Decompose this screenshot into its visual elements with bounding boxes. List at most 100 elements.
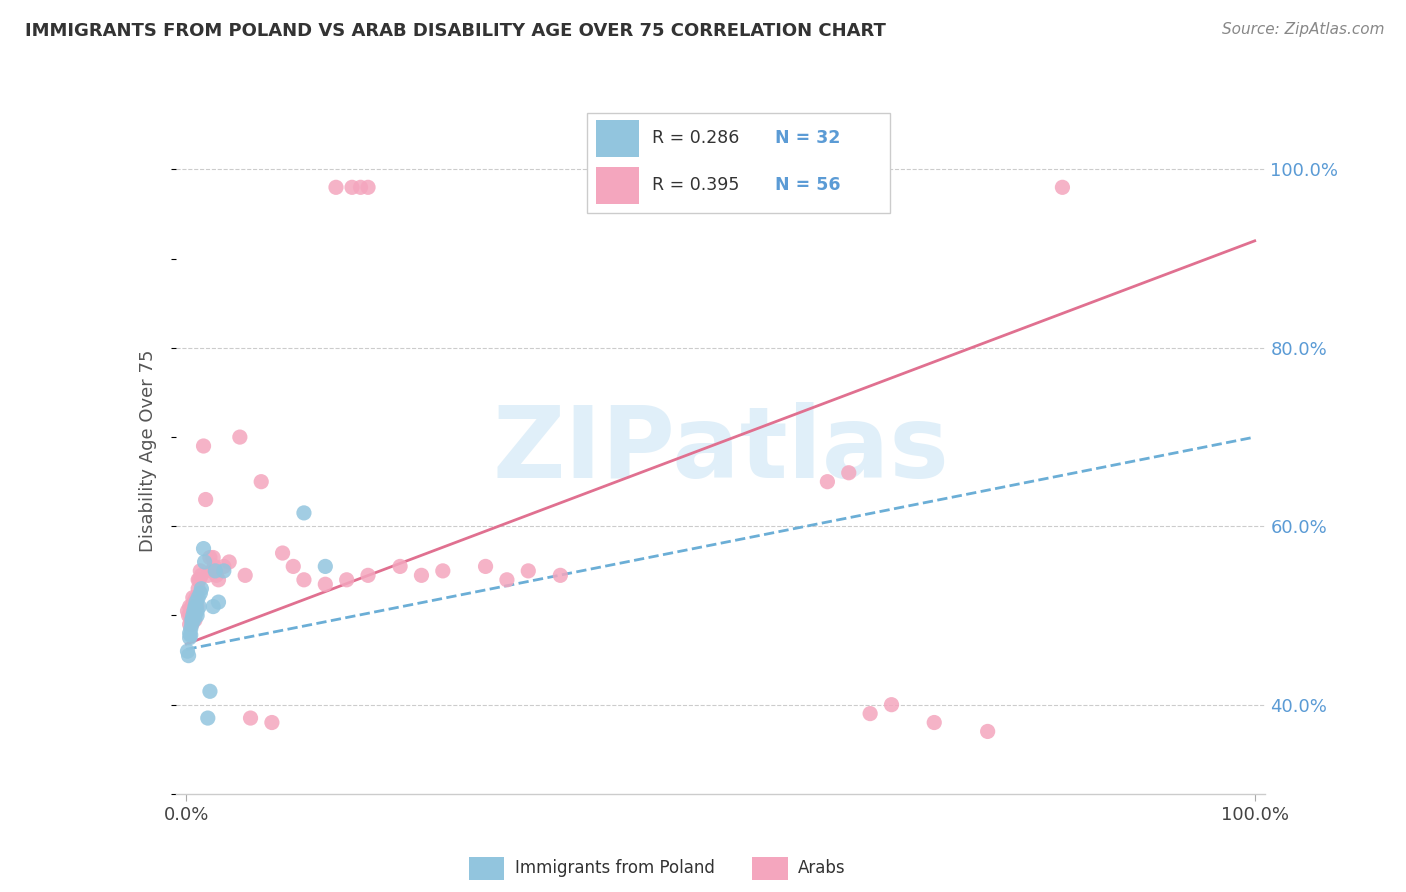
Point <box>517 564 540 578</box>
Point <box>183 595 205 609</box>
Point <box>188 564 211 578</box>
Point <box>1052 180 1074 194</box>
Point <box>314 559 336 574</box>
Point <box>976 724 998 739</box>
Point <box>184 595 207 609</box>
Point <box>205 568 228 582</box>
Point <box>283 559 305 574</box>
Text: Arabs: Arabs <box>799 859 845 877</box>
Point <box>212 559 235 574</box>
Point <box>201 564 224 578</box>
Point <box>340 180 363 194</box>
Point <box>411 568 433 582</box>
Point <box>180 628 202 642</box>
Point <box>184 604 207 618</box>
Point <box>325 180 347 194</box>
Point <box>357 180 380 194</box>
Text: Source: ZipAtlas.com: Source: ZipAtlas.com <box>1222 22 1385 37</box>
Point <box>180 617 202 632</box>
Point <box>186 591 208 605</box>
Point <box>250 475 273 489</box>
Point <box>197 711 219 725</box>
Point <box>202 559 225 574</box>
Point <box>474 559 496 574</box>
Point <box>181 613 204 627</box>
Point <box>184 591 207 605</box>
Point <box>880 698 903 712</box>
Point <box>271 546 294 560</box>
Point <box>194 492 217 507</box>
Point <box>198 550 221 565</box>
Point <box>193 541 215 556</box>
Point <box>181 608 204 623</box>
Point <box>180 622 202 636</box>
Point <box>190 568 212 582</box>
Point <box>183 613 205 627</box>
Point <box>349 180 371 194</box>
Point <box>188 586 211 600</box>
Point <box>212 564 235 578</box>
Point <box>181 599 204 614</box>
Point <box>229 430 252 444</box>
Point <box>239 711 262 725</box>
Point <box>181 591 204 605</box>
Point <box>186 599 208 614</box>
Point <box>177 648 200 663</box>
Point <box>180 613 202 627</box>
Point <box>184 595 207 609</box>
Point <box>180 608 202 623</box>
Point <box>180 599 202 614</box>
Text: Immigrants from Poland: Immigrants from Poland <box>515 859 714 877</box>
Point <box>184 599 207 614</box>
Point <box>188 573 211 587</box>
Point <box>184 608 207 623</box>
Y-axis label: Disability Age Over 75: Disability Age Over 75 <box>139 349 157 552</box>
Point <box>432 564 454 578</box>
Point <box>194 555 217 569</box>
Point <box>292 506 315 520</box>
FancyBboxPatch shape <box>596 120 640 157</box>
Point <box>193 439 215 453</box>
Point <box>233 568 256 582</box>
Point <box>187 582 209 596</box>
Point <box>292 573 315 587</box>
Point <box>186 604 208 618</box>
Point <box>202 599 225 614</box>
Point <box>179 617 201 632</box>
Text: R = 0.395: R = 0.395 <box>651 177 740 194</box>
Point <box>183 604 205 618</box>
Text: IMMIGRANTS FROM POLAND VS ARAB DISABILITY AGE OVER 75 CORRELATION CHART: IMMIGRANTS FROM POLAND VS ARAB DISABILIT… <box>25 22 886 40</box>
Point <box>179 599 201 614</box>
Point <box>859 706 882 721</box>
Point <box>187 573 209 587</box>
Point <box>207 595 229 609</box>
Point <box>550 568 572 582</box>
Point <box>187 591 209 605</box>
FancyBboxPatch shape <box>752 856 787 880</box>
Point <box>184 613 207 627</box>
Point <box>815 475 838 489</box>
Point <box>184 599 207 614</box>
Point <box>389 559 412 574</box>
Point <box>922 715 945 730</box>
Point <box>177 608 200 623</box>
Point <box>176 604 198 618</box>
Point <box>180 613 202 627</box>
Point <box>314 577 336 591</box>
FancyBboxPatch shape <box>586 112 890 213</box>
Text: N = 32: N = 32 <box>775 129 841 147</box>
Point <box>197 568 219 582</box>
Point <box>207 573 229 587</box>
Point <box>202 550 225 565</box>
FancyBboxPatch shape <box>596 167 640 204</box>
Point <box>186 608 208 623</box>
Point <box>838 466 860 480</box>
Point <box>183 604 205 618</box>
Point <box>188 599 211 614</box>
Point <box>190 582 212 596</box>
FancyBboxPatch shape <box>470 856 505 880</box>
Point <box>179 631 201 645</box>
Point <box>198 684 221 698</box>
Point <box>179 626 201 640</box>
Point <box>357 568 380 582</box>
